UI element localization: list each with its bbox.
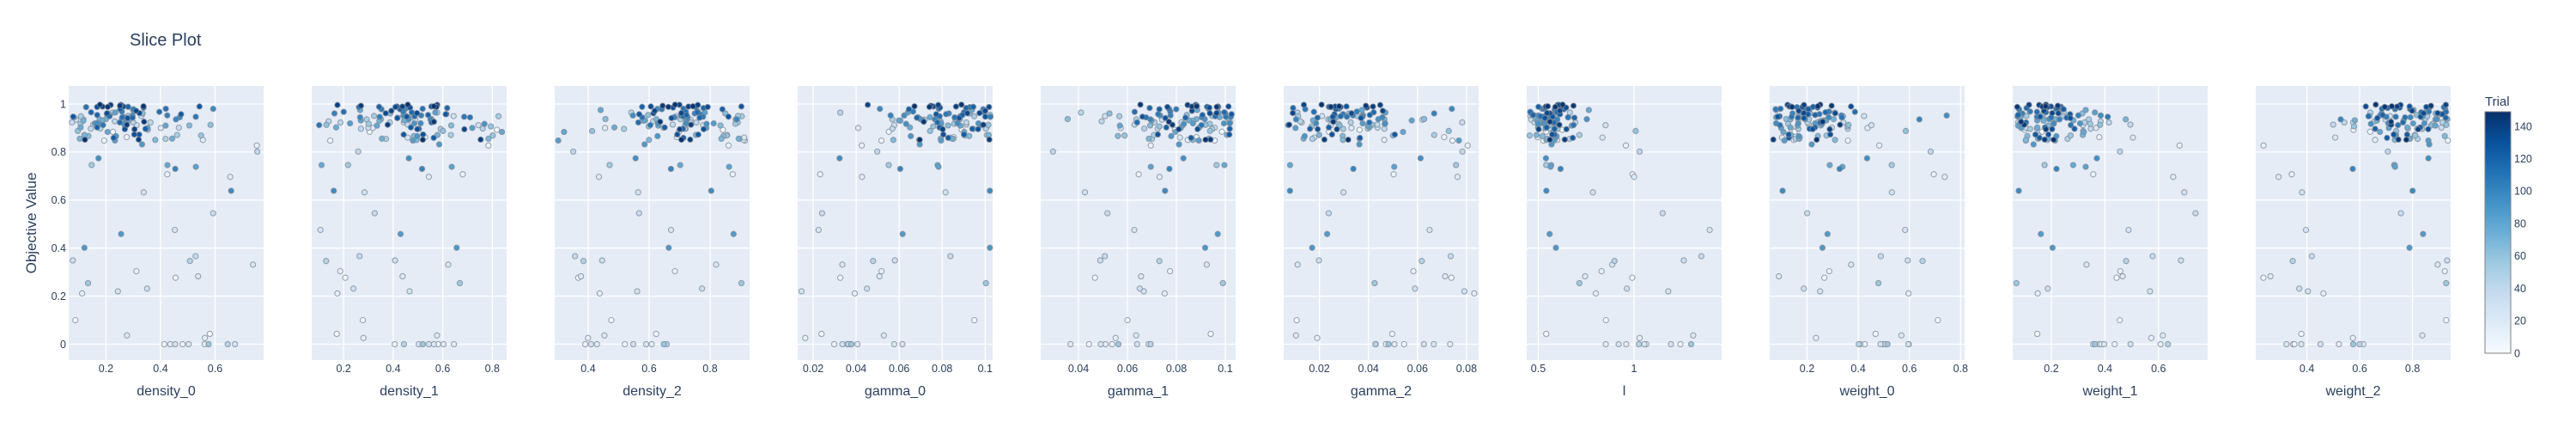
svg-text:0.04: 0.04 xyxy=(846,363,866,375)
svg-text:80: 80 xyxy=(2514,217,2526,229)
svg-text:60: 60 xyxy=(2514,250,2526,262)
svg-text:1: 1 xyxy=(1631,363,1637,375)
svg-text:0.6: 0.6 xyxy=(2151,363,2166,375)
svg-text:gamma_1: gamma_1 xyxy=(1108,384,1169,399)
svg-text:0.4: 0.4 xyxy=(386,363,400,375)
svg-text:0.2: 0.2 xyxy=(337,363,351,375)
svg-text:0.06: 0.06 xyxy=(1117,363,1138,375)
svg-text:0.2: 0.2 xyxy=(2044,363,2058,375)
svg-text:0.4: 0.4 xyxy=(52,242,66,254)
svg-text:140: 140 xyxy=(2514,120,2532,132)
svg-text:0.02: 0.02 xyxy=(1309,363,1329,375)
svg-text:0.6: 0.6 xyxy=(641,363,656,375)
svg-text:0.4: 0.4 xyxy=(580,363,595,375)
svg-text:0.5: 0.5 xyxy=(1531,363,1546,375)
svg-text:0.04: 0.04 xyxy=(1068,363,1089,375)
svg-text:0.8: 0.8 xyxy=(52,146,66,158)
svg-text:0.8: 0.8 xyxy=(702,363,717,375)
svg-text:0: 0 xyxy=(60,339,66,351)
svg-text:0.6: 0.6 xyxy=(1902,363,1917,375)
svg-text:l: l xyxy=(1623,384,1626,399)
svg-text:0.4: 0.4 xyxy=(153,363,167,375)
svg-text:Objective Value: Objective Value xyxy=(23,173,39,274)
svg-text:density_0: density_0 xyxy=(137,384,196,399)
svg-text:Slice Plot: Slice Plot xyxy=(130,31,202,50)
svg-text:0.4: 0.4 xyxy=(2300,363,2314,375)
svg-text:weight_2: weight_2 xyxy=(2324,384,2380,399)
svg-text:0.8: 0.8 xyxy=(1953,363,1968,375)
svg-text:0.04: 0.04 xyxy=(1358,363,1379,375)
svg-text:0.08: 0.08 xyxy=(1456,363,1477,375)
svg-text:0.2: 0.2 xyxy=(1800,363,1814,375)
svg-text:1: 1 xyxy=(60,98,66,110)
svg-text:0.6: 0.6 xyxy=(208,363,222,375)
svg-text:0.2: 0.2 xyxy=(52,290,66,303)
svg-text:20: 20 xyxy=(2514,315,2526,327)
svg-text:40: 40 xyxy=(2514,283,2526,295)
svg-text:0.08: 0.08 xyxy=(1166,363,1187,375)
svg-text:0.06: 0.06 xyxy=(1407,363,1428,375)
svg-text:100: 100 xyxy=(2514,186,2532,198)
svg-text:0.4: 0.4 xyxy=(1850,363,1865,375)
svg-text:0.06: 0.06 xyxy=(889,363,909,375)
svg-text:0.8: 0.8 xyxy=(485,363,500,375)
svg-text:0.6: 0.6 xyxy=(2352,363,2366,375)
svg-text:0.08: 0.08 xyxy=(932,363,952,375)
svg-text:0.4: 0.4 xyxy=(2098,363,2112,375)
svg-text:0.8: 0.8 xyxy=(2405,363,2420,375)
svg-text:weight_1: weight_1 xyxy=(2081,384,2137,399)
svg-text:density_2: density_2 xyxy=(623,384,682,399)
svg-text:0.1: 0.1 xyxy=(978,363,993,375)
svg-text:density_1: density_1 xyxy=(380,384,439,399)
svg-text:0.2: 0.2 xyxy=(99,363,113,375)
svg-text:gamma_0: gamma_0 xyxy=(865,384,926,399)
svg-text:gamma_2: gamma_2 xyxy=(1351,384,1412,399)
svg-text:120: 120 xyxy=(2514,153,2532,165)
svg-text:0.6: 0.6 xyxy=(435,363,450,375)
svg-text:0.6: 0.6 xyxy=(52,194,66,206)
svg-text:weight_0: weight_0 xyxy=(1838,384,1894,399)
svg-text:0.1: 0.1 xyxy=(1218,363,1232,375)
svg-text:0: 0 xyxy=(2514,347,2520,359)
svg-text:0.02: 0.02 xyxy=(803,363,823,375)
svg-text:Trial: Trial xyxy=(2485,95,2510,109)
